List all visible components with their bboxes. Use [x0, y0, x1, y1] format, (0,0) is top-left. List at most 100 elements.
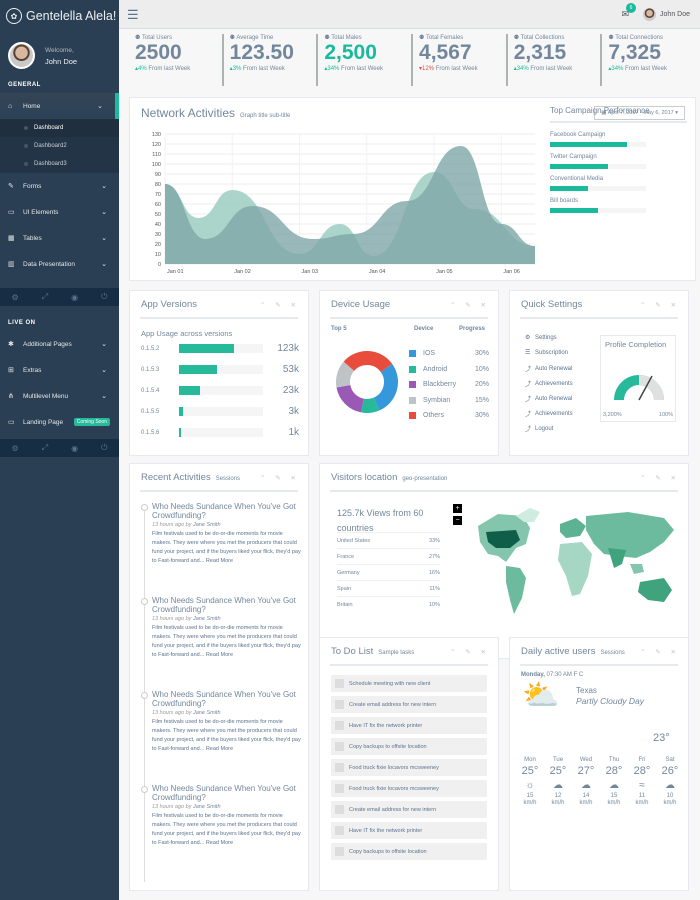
- todo-checkbox[interactable]: [335, 805, 344, 814]
- visitors-title-text: Visitors location: [331, 472, 398, 483]
- zoom-in-button[interactable]: +: [453, 504, 462, 513]
- activity-author[interactable]: Jane Smith: [192, 804, 221, 810]
- sidebar-item-multilevel-menu[interactable]: ⋔ Multilevel Menu ⌄: [0, 383, 119, 409]
- todo-checkbox[interactable]: [335, 742, 344, 751]
- fullscreen-icon[interactable]: ⤢: [41, 443, 49, 452]
- todo-checkbox[interactable]: [335, 679, 344, 688]
- todo-item[interactable]: Schedule meeting with new client: [331, 675, 487, 692]
- eye-slash-icon[interactable]: ◉: [71, 443, 79, 453]
- activity-title[interactable]: Who Needs Sundance When You've Got Crowd…: [152, 784, 296, 802]
- settings-icon[interactable]: ⚙: [11, 443, 19, 453]
- app-version-bar: [179, 407, 263, 416]
- zoom-out-button[interactable]: −: [453, 516, 462, 525]
- settings-icon[interactable]: ⚙: [11, 292, 19, 302]
- quick-setting-item[interactable]: ⤴ Achievements: [525, 409, 573, 419]
- power-icon[interactable]: ⏻: [101, 292, 108, 301]
- todo-item[interactable]: Have IT fix the network printer: [331, 717, 487, 734]
- network-title-text: Network Activities: [141, 106, 236, 120]
- fullscreen-icon[interactable]: ⤢: [41, 292, 49, 301]
- forecast-wind-unit: km/h: [579, 800, 593, 806]
- device-pct: 20%: [474, 381, 489, 388]
- quick-setting-item[interactable]: ⤴ Auto Renewal: [525, 394, 572, 404]
- app-version-bar-fill: [179, 344, 235, 353]
- power-icon[interactable]: ⏻: [101, 443, 108, 452]
- todo-checkbox[interactable]: [335, 784, 344, 793]
- todo-item[interactable]: Copy backups to offsite location: [331, 843, 487, 860]
- sidebar-item-tables[interactable]: ▦ Tables ⌄: [0, 225, 119, 251]
- todo-checkbox[interactable]: [335, 721, 344, 730]
- visitor-country: Spain: [337, 585, 352, 592]
- panel-tools[interactable]: ⌃ ✎ ✕: [640, 649, 680, 656]
- todo-checkbox[interactable]: [335, 847, 344, 856]
- date-range-picker[interactable]: ▦ April 7, 2017 - May 6, 2017 ▾: [594, 106, 685, 120]
- quick-setting-item[interactable]: ⤴ Logout: [525, 424, 553, 434]
- quick-setting-item[interactable]: ⚙ Settings: [525, 334, 557, 342]
- envelope-icon[interactable]: ✉ 6: [621, 3, 637, 20]
- quick-setting-item[interactable]: ⤴ Auto Renewal: [525, 364, 572, 374]
- avatar[interactable]: [8, 42, 35, 69]
- sitemap-icon: ⋔: [8, 393, 14, 400]
- todo-item[interactable]: Create email address for new intern: [331, 801, 487, 818]
- chevron-down-icon: ⌄: [101, 183, 107, 190]
- quick-setting-item[interactable]: ☰ Subscription: [525, 349, 568, 357]
- activity-author[interactable]: Jane Smith: [192, 616, 221, 622]
- brand[interactable]: ✿ Gentelella Alela!: [0, 0, 119, 32]
- coming-soon-badge: Coming Soon: [73, 418, 110, 426]
- sidebar-item-forms[interactable]: ✎ Forms ⌄: [0, 173, 119, 199]
- forecast-temp: 25°: [521, 765, 539, 777]
- activity-title[interactable]: Who Needs Sundance When You've Got Crowd…: [152, 502, 296, 520]
- sidebar-item-extras[interactable]: ⊞ Extras ⌄: [0, 357, 119, 383]
- todo-checkbox[interactable]: [335, 826, 344, 835]
- panel-tools[interactable]: ⌃ ✎ ✕: [450, 649, 490, 656]
- sidebar-item-landing-page[interactable]: ▭ Landing Page Coming Soon: [0, 409, 119, 435]
- read-more-link[interactable]: Read More: [205, 558, 234, 564]
- todo-item[interactable]: Create email address for new intern: [331, 696, 487, 713]
- todo-item[interactable]: Copy backups to offsite location: [331, 738, 487, 755]
- todo-checkbox[interactable]: [335, 700, 344, 709]
- activity-title[interactable]: Who Needs Sundance When You've Got Crowd…: [152, 596, 296, 614]
- activity-author[interactable]: Jane Smith: [192, 522, 221, 528]
- menu-toggle-icon[interactable]: ☰: [127, 7, 139, 22]
- activity-title[interactable]: Who Needs Sundance When You've Got Crowd…: [152, 690, 296, 708]
- sidebar-subitem-dashboard[interactable]: Dashboard: [0, 119, 119, 137]
- read-more-link[interactable]: Read More: [205, 746, 234, 752]
- user-avatar[interactable]: [643, 8, 657, 21]
- sidebar-subitem-dashboard2[interactable]: Dashboard2: [0, 137, 119, 155]
- panel-tools[interactable]: ⌃ ✎ ✕: [640, 302, 680, 309]
- user-menu[interactable]: John Doe: [660, 11, 690, 18]
- todo-item[interactable]: Food truck fixie locavors mcsweeney: [331, 780, 487, 797]
- visitor-country: Britain: [337, 601, 353, 608]
- divider: [140, 317, 298, 319]
- app-version-label: 0.1.5.5: [141, 408, 160, 415]
- eye-slash-icon[interactable]: ◉: [71, 292, 79, 302]
- tile-label: ⚉ Total Collections: [514, 34, 601, 41]
- y-tick-label: 120: [152, 142, 161, 148]
- sidebar-item-additional-pages[interactable]: ✱ Additional Pages ⌄: [0, 331, 119, 357]
- activity-text-body: Film festivals used to be do-or-die mome…: [152, 719, 301, 752]
- quick-setting-item[interactable]: ⤴ Achievements: [525, 379, 573, 389]
- panel-tools[interactable]: ⌃ ✎ ✕: [260, 302, 300, 309]
- panel-tools[interactable]: ⌃ ✎ ✕: [260, 475, 300, 482]
- sidebar-subitem-dashboard3[interactable]: Dashboard3: [0, 155, 119, 173]
- user-icon: ⚉: [135, 35, 142, 41]
- visitor-country: United States: [337, 537, 371, 544]
- device-col-progress: Progress: [459, 326, 486, 332]
- sidebar-item-data-presentation[interactable]: ▥ Data Presentation ⌄: [0, 251, 119, 277]
- activity-author[interactable]: Jane Smith: [192, 710, 221, 716]
- panel-tools[interactable]: ⌃ ✎ ✕: [450, 302, 490, 309]
- device-donut-chart: [336, 351, 398, 413]
- tile-change: ▴3%: [230, 66, 242, 72]
- panel-tools[interactable]: ⌃ ✎ ✕: [640, 475, 680, 482]
- todo-checkbox[interactable]: [335, 763, 344, 772]
- sidebar-item-ui-elements[interactable]: ▭ UI Elements ⌄: [0, 199, 119, 225]
- arrow-up-icon: ▴: [324, 66, 328, 72]
- weather-date: Monday, 07:30 AM F C: [521, 672, 583, 678]
- recent-activities-subtitle: Sessions: [215, 476, 241, 482]
- sidebar-item-home[interactable]: ⌂ Home ⌄: [0, 93, 119, 119]
- todo-item[interactable]: Have IT fix the network printer: [331, 822, 487, 839]
- y-tick-label: 110: [152, 152, 161, 158]
- todo-item[interactable]: Food truck fixie locavors mcsweeney: [331, 759, 487, 776]
- visitors-title: Visitors location geo-presentation: [331, 472, 447, 483]
- read-more-link[interactable]: Read More: [205, 840, 234, 846]
- read-more-link[interactable]: Read More: [205, 652, 234, 658]
